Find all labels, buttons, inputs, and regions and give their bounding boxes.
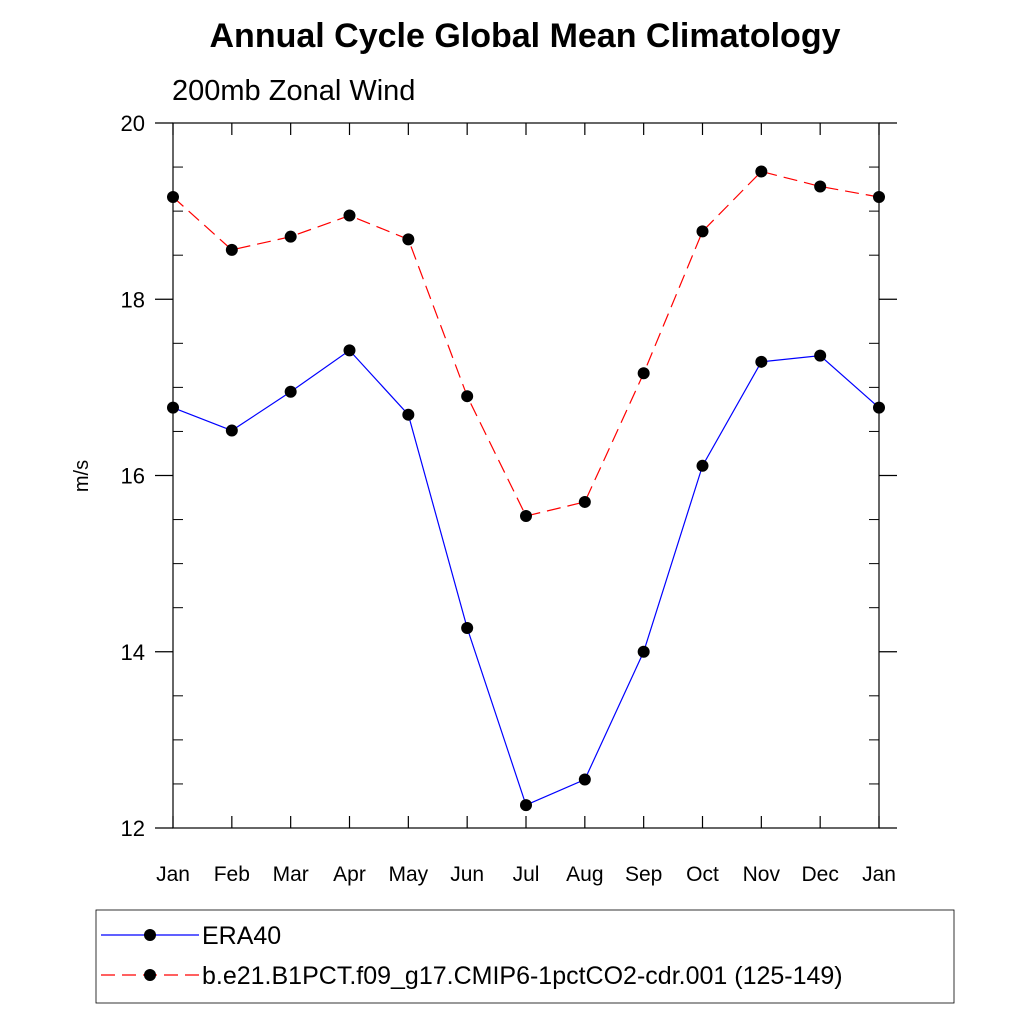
x-tick-label: Jun: [450, 863, 484, 886]
data-point: [402, 408, 415, 421]
data-point: [461, 390, 474, 403]
data-point: [343, 344, 356, 357]
data-point: [578, 773, 591, 786]
data-point: [225, 243, 238, 256]
data-point: [696, 459, 709, 472]
x-tick-label: Jan: [862, 863, 896, 886]
x-tick-label: Oct: [686, 863, 719, 886]
series-line-0: [172, 349, 880, 806]
x-tick-label: Dec: [801, 863, 838, 886]
y-tick-label: 20: [121, 111, 145, 136]
data-point: [284, 230, 297, 243]
data-point: [814, 180, 827, 193]
y-axis-label: m/s: [71, 460, 93, 492]
data-point: [284, 385, 297, 398]
data-point: [578, 495, 591, 508]
plot-frame: [172, 122, 880, 829]
data-point: [637, 367, 650, 380]
data-point: [167, 191, 179, 204]
data-point: [873, 191, 885, 204]
x-tick-label: Aug: [566, 863, 603, 886]
x-tick-label: Jan: [156, 863, 190, 886]
legend-frame: [95, 909, 955, 1004]
chart-title: Annual Cycle Global Mean Climatology: [210, 17, 841, 55]
data-point: [755, 165, 768, 178]
y-tick-label: 16: [121, 464, 145, 489]
data-point: [225, 424, 238, 437]
x-tick-label: Feb: [214, 863, 250, 886]
x-tick-label: Nov: [743, 863, 781, 886]
legend-label-0: ERA40: [202, 922, 281, 950]
x-tick-label: Jul: [513, 863, 540, 886]
data-point: [637, 645, 650, 658]
x-tick-label: Sep: [625, 863, 662, 886]
axes-group: Jan Feb Mar Apr May Jun Jul Aug Sep Oct Nov Dec Jan 1…: [121, 111, 897, 886]
data-point: [520, 510, 532, 523]
data-point: [343, 209, 356, 222]
data-point: [461, 621, 474, 634]
legend-marker-0: [144, 929, 156, 941]
legend-label-1: b.e21.B1PCT.f09_g17.CMIP6-1pctCO2-cdr.00…: [202, 962, 843, 990]
x-tick-label: Apr: [333, 863, 366, 886]
y-tick-label: 14: [121, 640, 145, 665]
data-point: [402, 233, 415, 246]
y-tick-label: 12: [121, 816, 145, 841]
legend: ERA40 b.e21.B1PCT.f09_g17.CMIP6-1pctCO2-c…: [95, 909, 955, 1004]
data-point: [167, 401, 179, 414]
y-tick-label: 18: [121, 287, 145, 312]
series-line-1: [172, 170, 880, 517]
data-point: [520, 799, 532, 812]
data-point: [873, 401, 885, 414]
x-tick-label: May: [388, 863, 428, 886]
x-tick-label: Mar: [273, 863, 309, 886]
legend-marker-1: [144, 969, 156, 981]
data-point: [696, 225, 709, 238]
series-group: [167, 165, 885, 812]
data-point: [755, 355, 768, 368]
data-point: [814, 349, 827, 362]
chart-subtitle: 200mb Zonal Wind: [172, 75, 415, 107]
